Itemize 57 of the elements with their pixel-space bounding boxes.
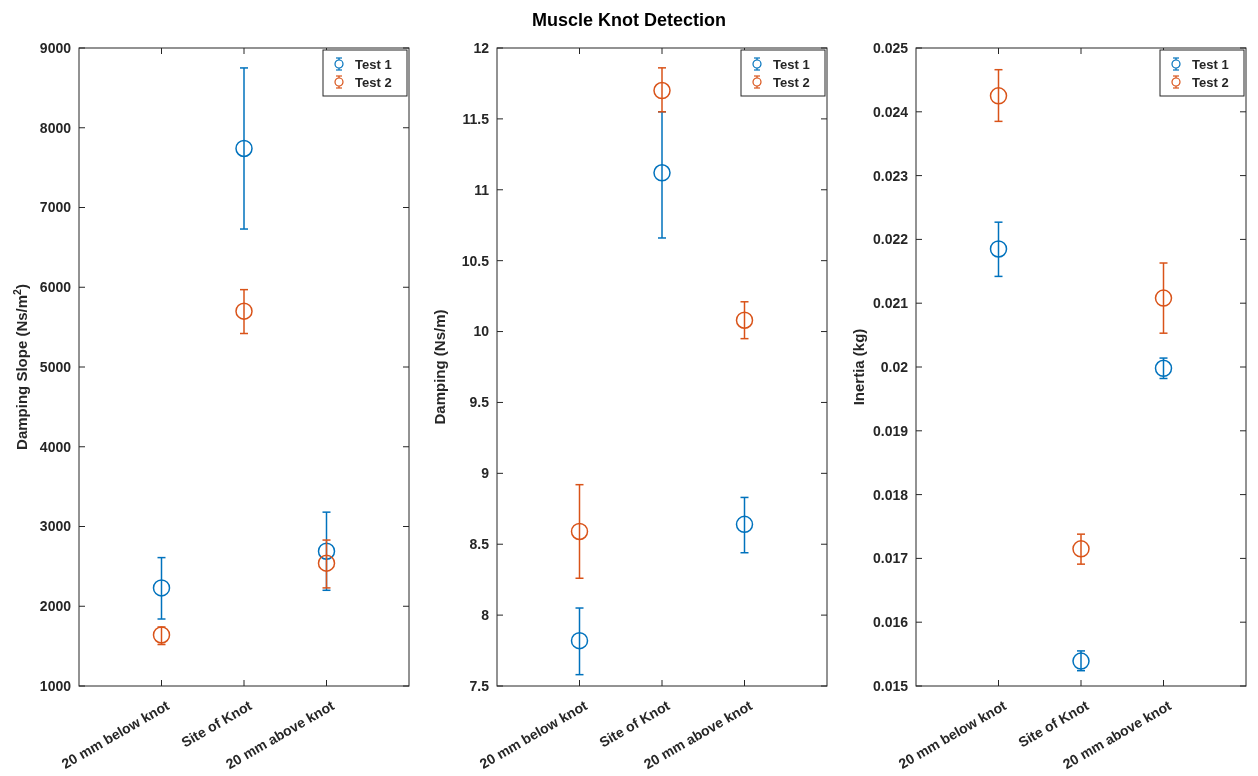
y-tick-label: 9.5 (469, 394, 490, 411)
point (570, 631, 589, 650)
point (570, 522, 589, 541)
point (735, 515, 754, 534)
y-tick-label: 0.02 (880, 358, 909, 375)
y-tick-label: 6000 (39, 279, 72, 296)
y-tick-label: 11 (474, 181, 490, 198)
y-tick-label: 10.5 (461, 252, 490, 269)
y-tick-label: 2000 (39, 598, 72, 615)
y-tick-label: 11.5 (462, 110, 490, 127)
y-tick-label: 0.018 (872, 486, 909, 503)
y-tick-label: 8 (481, 607, 490, 624)
point (735, 311, 754, 329)
y-tick-label: 3000 (39, 518, 72, 535)
y-tick-label: 0.016 (872, 614, 909, 631)
legend-label: Test 2 (1192, 74, 1229, 90)
point (653, 164, 671, 182)
y-tick-label: 8000 (39, 119, 72, 136)
point (235, 139, 253, 158)
y-tick-label: 9 (481, 465, 490, 482)
y-tick-label: 1000 (39, 677, 72, 694)
point (235, 302, 253, 320)
y-tick-label: 9000 (39, 39, 72, 56)
y-tick-label: 10 (473, 323, 490, 340)
point (989, 240, 1008, 258)
y-tick-label: 7000 (39, 199, 72, 216)
point (317, 542, 336, 560)
point (1072, 652, 1090, 670)
y-tick-label: 5000 (39, 358, 72, 375)
point (1154, 359, 1173, 378)
y-tick-label: 7.5 (469, 677, 490, 694)
legend-label: Test 2 (355, 74, 392, 90)
y-tick-label: 0.017 (872, 550, 909, 567)
chart-title: Muscle Knot Detection (531, 10, 727, 30)
legend-label: Test 1 (773, 56, 810, 72)
y-tick-label: 0.022 (872, 231, 909, 248)
point (1154, 289, 1173, 307)
y-tick-label: 12 (473, 39, 490, 56)
y-tick-label: 0.023 (872, 167, 909, 184)
point (152, 579, 171, 597)
y-tick-label: 4000 (39, 438, 72, 455)
y-tick-label: 0.019 (872, 422, 909, 439)
y-tick-label: 0.024 (872, 103, 909, 120)
legend-label: Test 2 (773, 74, 810, 90)
legend-label: Test 1 (1192, 56, 1229, 72)
point (989, 87, 1008, 105)
y-axis-title: Inertia (kg) (850, 328, 867, 406)
point (152, 626, 171, 644)
y-axis-title: Damping (Ns/m) (431, 309, 448, 425)
point (1072, 540, 1090, 558)
point (317, 554, 336, 572)
legend-label: Test 1 (355, 56, 392, 72)
y-tick-label: 0.025 (872, 39, 909, 56)
y-tick-label: 0.015 (872, 677, 909, 694)
y-tick-label: 8.5 (469, 536, 490, 553)
point (653, 81, 671, 100)
y-tick-label: 0.021 (872, 295, 909, 312)
